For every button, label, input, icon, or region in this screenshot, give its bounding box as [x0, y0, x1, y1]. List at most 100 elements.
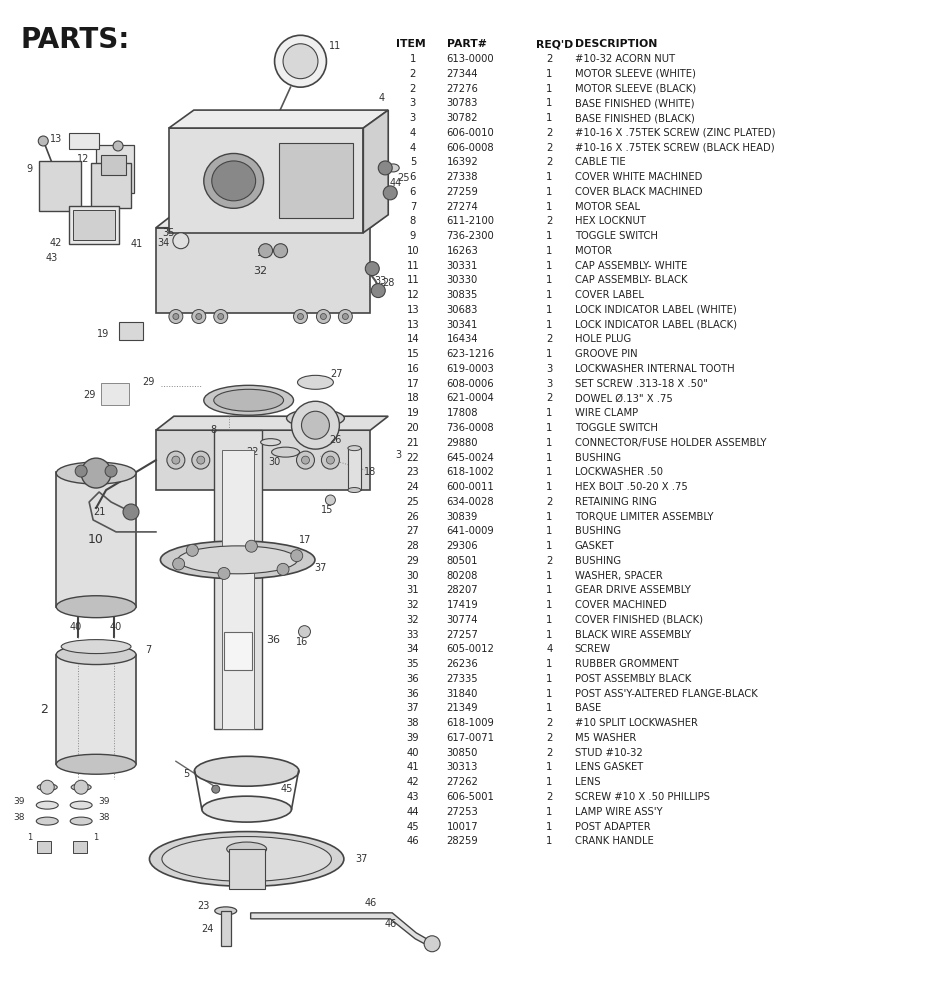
Text: GASKET: GASKET: [575, 541, 614, 551]
Text: 26: 26: [329, 435, 341, 445]
Text: 29880: 29880: [446, 438, 478, 448]
Text: 46: 46: [364, 898, 376, 908]
Text: MOTOR SEAL: MOTOR SEAL: [575, 202, 640, 212]
Text: 1: 1: [546, 423, 552, 433]
Circle shape: [169, 310, 183, 323]
Ellipse shape: [204, 385, 294, 415]
Text: 14: 14: [256, 248, 269, 258]
Text: 9: 9: [410, 231, 416, 241]
Ellipse shape: [202, 796, 292, 822]
Text: 4: 4: [546, 644, 552, 654]
Text: 39: 39: [13, 797, 25, 806]
Text: 24: 24: [406, 482, 419, 492]
Text: 17: 17: [406, 379, 419, 389]
Text: 1: 1: [94, 833, 98, 842]
Text: 736-2300: 736-2300: [446, 231, 494, 241]
Text: 20: 20: [406, 423, 419, 433]
Text: 2: 2: [410, 84, 416, 94]
Text: BLACK WIRE ASSEMBLY: BLACK WIRE ASSEMBLY: [575, 630, 690, 640]
Text: 21: 21: [93, 507, 105, 517]
Circle shape: [196, 314, 202, 320]
Text: 11: 11: [329, 41, 341, 51]
Circle shape: [342, 314, 348, 320]
Text: 1: 1: [546, 674, 552, 684]
Ellipse shape: [162, 837, 331, 881]
Text: BASE: BASE: [575, 703, 601, 713]
Text: BUSHING: BUSHING: [575, 556, 621, 566]
Text: POST ASSEMBLY BLACK: POST ASSEMBLY BLACK: [575, 674, 691, 684]
Text: 1: 1: [546, 275, 552, 285]
Text: 1: 1: [546, 822, 552, 832]
Text: 30331: 30331: [446, 261, 478, 271]
Circle shape: [173, 558, 185, 570]
Ellipse shape: [301, 411, 329, 439]
Text: SET SCREW .313-18 X .50": SET SCREW .313-18 X .50": [575, 379, 707, 389]
Circle shape: [298, 626, 310, 638]
Text: 621-0004: 621-0004: [446, 393, 494, 403]
Text: 1: 1: [546, 349, 552, 359]
Circle shape: [173, 314, 179, 320]
Text: 28: 28: [406, 541, 419, 551]
Bar: [156, 228, 371, 313]
Text: 619-0003: 619-0003: [446, 364, 494, 374]
Text: 26236: 26236: [446, 659, 478, 669]
Text: WASHER, SPACER: WASHER, SPACER: [575, 571, 662, 581]
Ellipse shape: [70, 817, 92, 825]
Ellipse shape: [37, 817, 58, 825]
Polygon shape: [156, 416, 388, 430]
Text: TOGGLE SWITCH: TOGGLE SWITCH: [575, 231, 658, 241]
Text: 608-0006: 608-0006: [446, 379, 494, 389]
Ellipse shape: [214, 389, 283, 411]
Text: 1: 1: [546, 762, 552, 772]
Text: 18: 18: [406, 393, 419, 403]
Text: SCREW: SCREW: [575, 644, 611, 654]
Text: 27276: 27276: [446, 84, 478, 94]
Text: 19: 19: [97, 329, 109, 339]
Text: 3: 3: [395, 450, 401, 460]
Text: 11: 11: [406, 275, 419, 285]
Bar: [56, 472, 136, 607]
Text: CAP ASSEMBLY- BLACK: CAP ASSEMBLY- BLACK: [575, 275, 688, 285]
Text: 2: 2: [546, 143, 552, 153]
Ellipse shape: [56, 645, 136, 665]
Text: DESCRIPTION: DESCRIPTION: [575, 39, 657, 49]
Text: 2: 2: [546, 497, 552, 507]
Text: 41: 41: [406, 762, 419, 772]
Text: 736-0008: 736-0008: [446, 423, 494, 433]
Circle shape: [218, 567, 230, 579]
Text: LOCK INDICATOR LABEL (BLACK): LOCK INDICATOR LABEL (BLACK): [575, 320, 736, 330]
Text: LENS GASKET: LENS GASKET: [575, 762, 643, 772]
Text: 606-0008: 606-0008: [446, 143, 494, 153]
Text: 1: 1: [546, 290, 552, 300]
Ellipse shape: [149, 832, 344, 886]
Circle shape: [274, 244, 288, 258]
Bar: [119, 322, 143, 340]
Text: POST ADAPTER: POST ADAPTER: [575, 822, 650, 832]
Text: 2: 2: [546, 128, 552, 138]
Text: CRANK HANDLE: CRANK HANDLE: [575, 836, 654, 846]
Text: 1: 1: [546, 777, 552, 787]
Text: 623-1216: 623-1216: [446, 349, 494, 359]
Text: 30683: 30683: [446, 305, 478, 315]
Text: RUBBER GROMMENT: RUBBER GROMMENT: [575, 659, 678, 669]
Bar: [91, 163, 131, 208]
Text: 1: 1: [546, 659, 552, 669]
Text: 2: 2: [546, 792, 552, 802]
Text: 36: 36: [266, 635, 280, 645]
Text: 13: 13: [406, 320, 419, 330]
Text: 46: 46: [406, 836, 419, 846]
Bar: [156, 430, 371, 490]
Text: 2: 2: [546, 216, 552, 226]
Polygon shape: [169, 110, 388, 128]
Text: 30: 30: [268, 457, 280, 467]
Text: 37: 37: [356, 854, 368, 864]
Text: 1: 1: [546, 836, 552, 846]
Ellipse shape: [227, 842, 266, 856]
Polygon shape: [363, 110, 388, 233]
Ellipse shape: [292, 401, 340, 449]
Text: TORQUE LIMITER ASSEMBLY: TORQUE LIMITER ASSEMBLY: [575, 512, 713, 522]
Text: 31: 31: [228, 395, 240, 405]
Ellipse shape: [212, 161, 256, 201]
Text: 38: 38: [407, 718, 419, 728]
Text: HEX LOCKNUT: HEX LOCKNUT: [575, 216, 645, 226]
